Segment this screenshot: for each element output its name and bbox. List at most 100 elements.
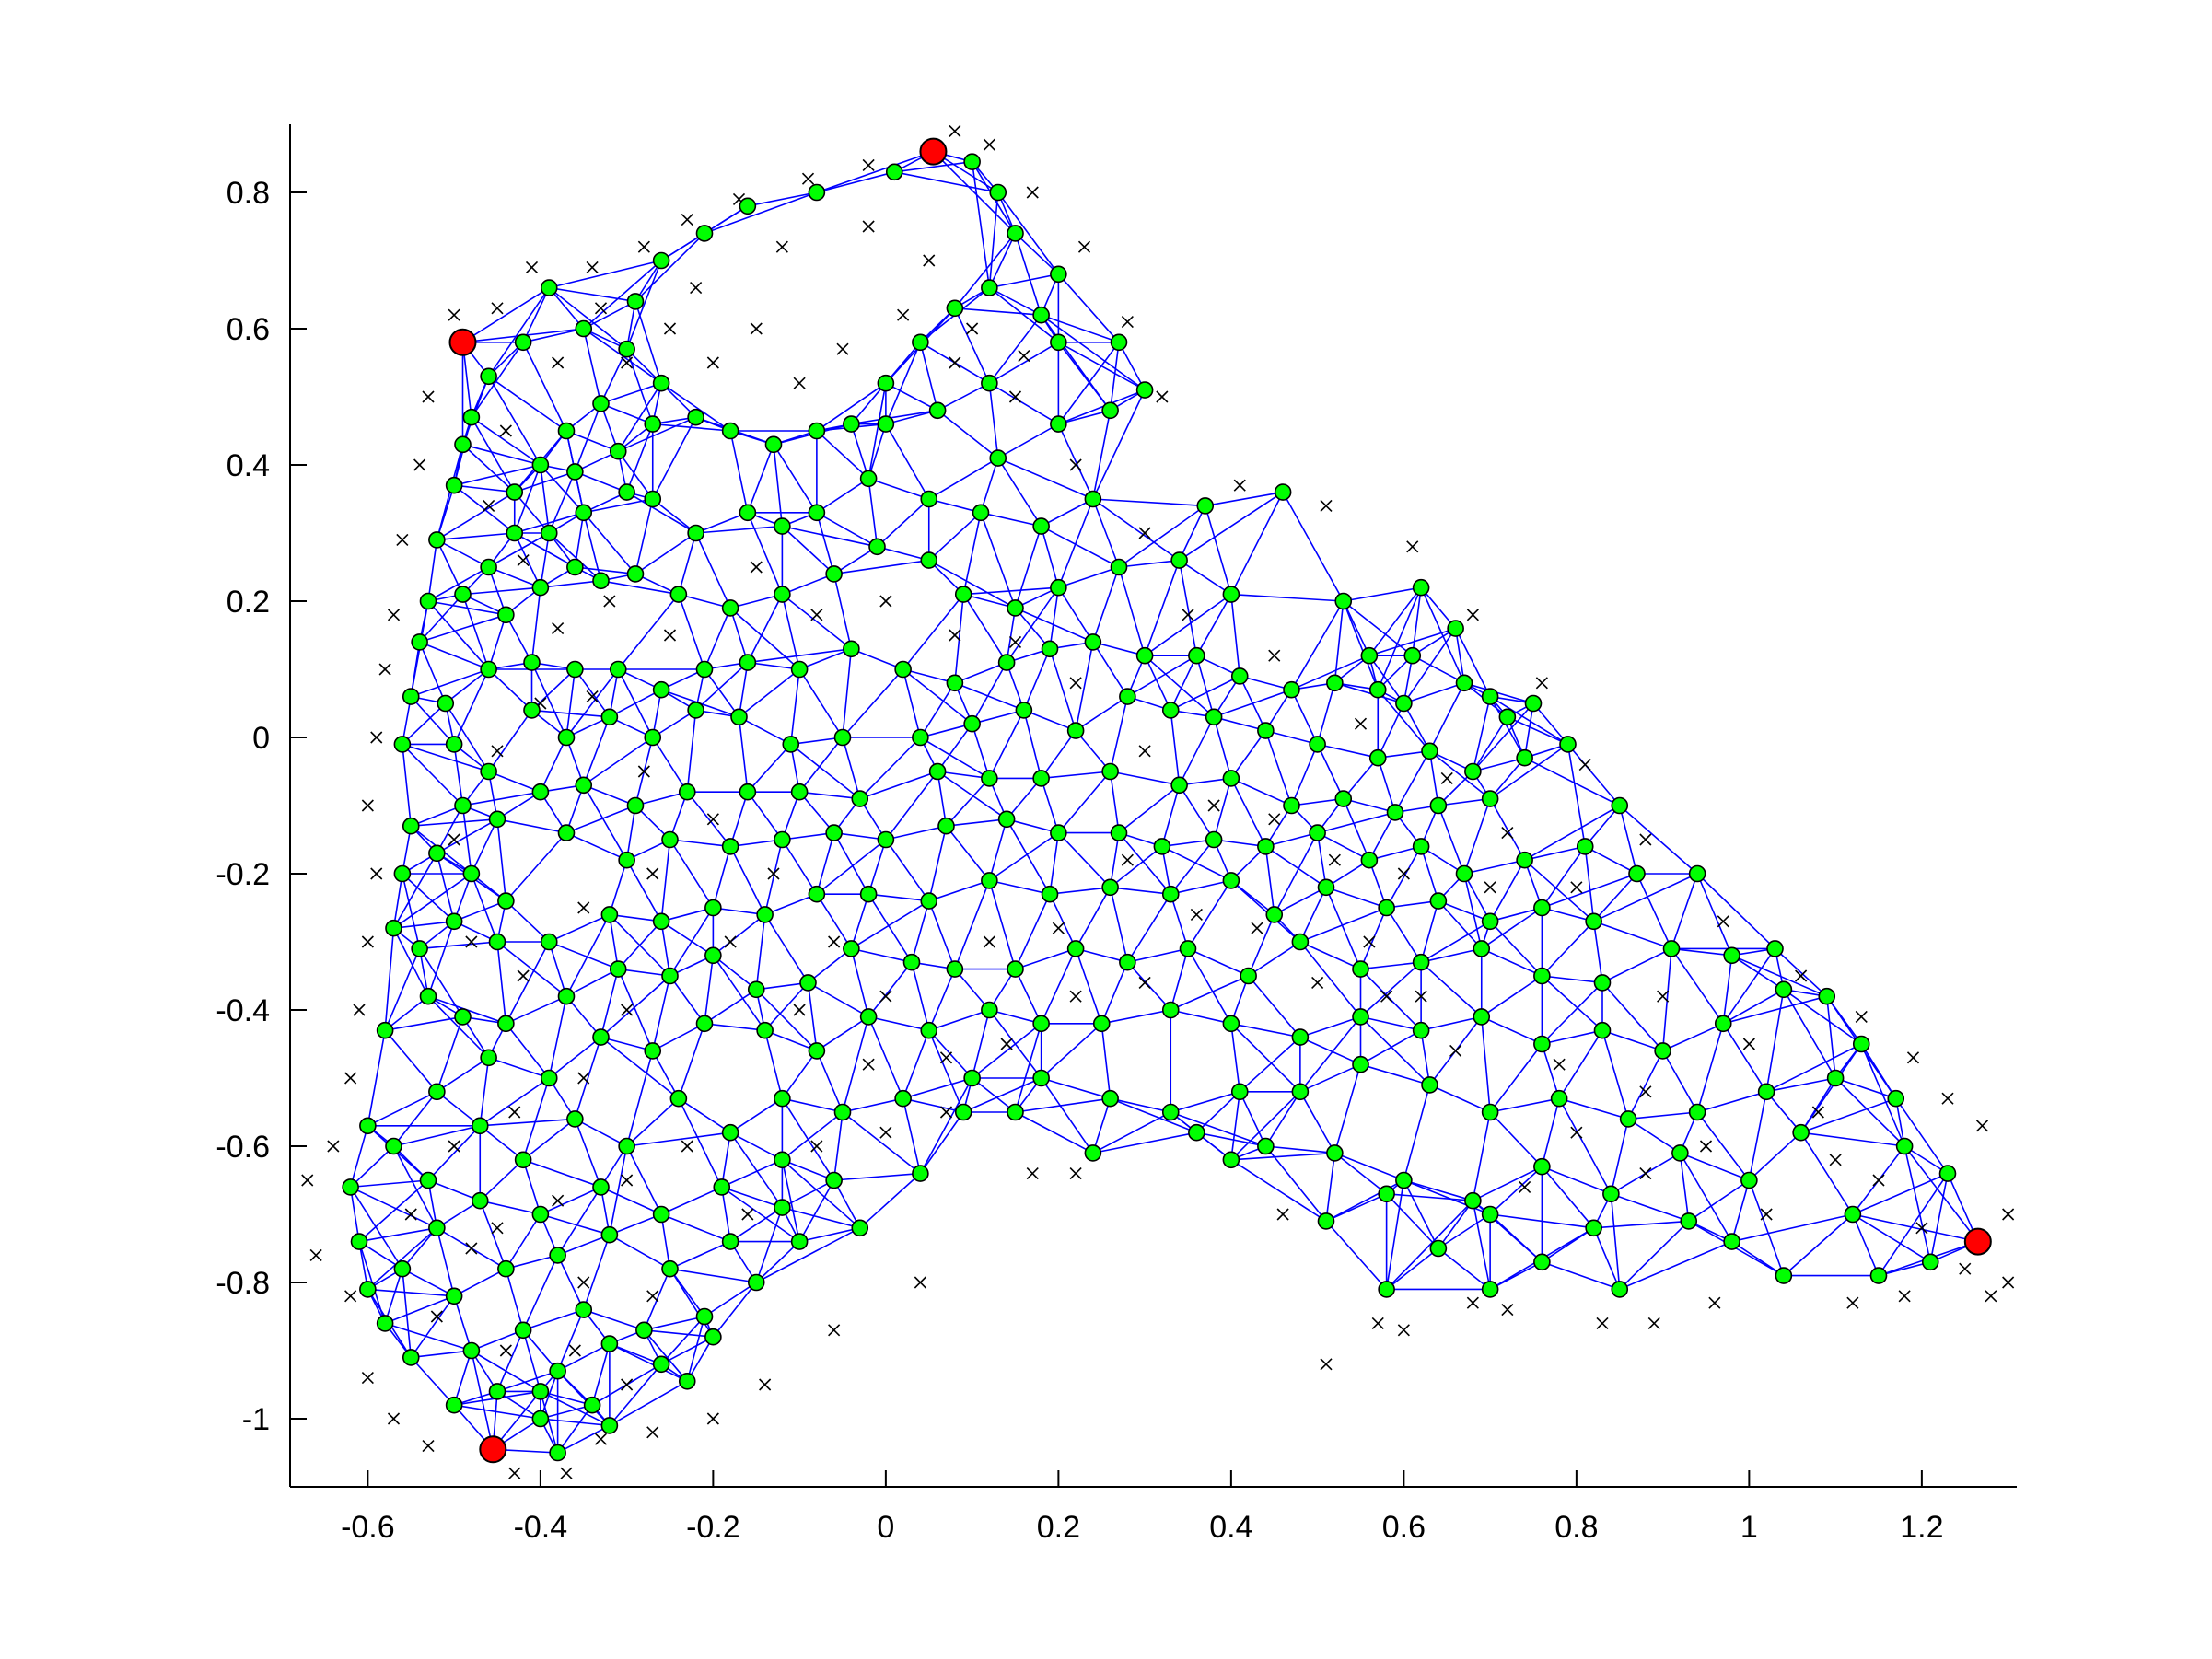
mesh-edge	[1170, 893, 1189, 949]
node-marker	[1317, 1212, 1335, 1230]
mesh-edge	[1265, 1145, 1335, 1154]
node-marker	[1662, 940, 1681, 957]
mesh-edge	[704, 1023, 765, 1031]
mesh-edge	[1170, 879, 1232, 895]
mesh-edge	[617, 450, 654, 500]
mesh-edge	[1049, 832, 1060, 895]
node-marker	[1222, 586, 1240, 603]
mesh-edge	[686, 710, 697, 793]
mesh-edge	[1463, 682, 1534, 704]
mesh-edge	[937, 382, 990, 412]
mesh-edge	[1403, 628, 1457, 704]
mesh-edge	[652, 1050, 680, 1099]
sample-marker	[1639, 1085, 1652, 1098]
node-marker	[721, 599, 739, 617]
mesh-edge	[885, 423, 930, 500]
mesh-edge	[1333, 600, 1345, 683]
mesh-edge	[1126, 893, 1171, 963]
node-marker	[1084, 1144, 1102, 1162]
node-marker	[859, 885, 878, 903]
node-marker	[566, 558, 584, 576]
mesh-edge	[583, 784, 636, 806]
mesh-edge	[1481, 947, 1543, 977]
node-marker	[1516, 851, 1533, 869]
mesh-edge	[574, 403, 602, 472]
sample-marker	[491, 745, 504, 758]
mesh-edge	[427, 1179, 481, 1201]
mesh-edge	[989, 1009, 1042, 1025]
mesh-edge	[1731, 1213, 1854, 1243]
node-marker	[1429, 1239, 1448, 1258]
sample-marker	[1519, 1180, 1531, 1193]
mesh-edge	[1463, 798, 1491, 875]
node-marker	[1066, 722, 1085, 739]
sample-marker	[1699, 1140, 1713, 1153]
node-marker	[928, 401, 947, 420]
mesh-edge	[488, 771, 541, 793]
mesh-edge	[902, 668, 956, 684]
node-marker	[678, 1373, 696, 1390]
mesh-edge	[427, 600, 490, 670]
node-marker	[963, 1069, 981, 1087]
mesh-edge	[842, 1016, 869, 1113]
mesh-edge	[600, 969, 620, 1038]
sample-marker	[767, 867, 780, 880]
mesh-edge	[1765, 1091, 1802, 1133]
mesh-edge	[1489, 1097, 1560, 1113]
mesh-edge	[557, 1234, 611, 1257]
mesh-edge	[1195, 1091, 1240, 1133]
mesh-edge	[1524, 757, 1621, 806]
mesh-edge	[436, 484, 455, 540]
sample-marker	[1190, 908, 1203, 921]
mesh-edge	[1723, 995, 1827, 1025]
sample-marker	[1320, 1358, 1333, 1371]
mesh-edge	[453, 668, 490, 745]
mesh-edge	[1601, 981, 1664, 1051]
mesh-edge	[1058, 566, 1120, 588]
node-marker	[480, 660, 497, 679]
mesh-edge	[488, 532, 550, 568]
node-marker	[531, 783, 550, 801]
sample-marker	[1829, 1154, 1842, 1166]
sample-marker	[759, 1378, 772, 1391]
node-marker	[1007, 225, 1024, 242]
sample-marker	[1647, 1317, 1660, 1329]
sample-marker	[1320, 499, 1333, 512]
mesh-edge	[618, 968, 670, 977]
node-marker	[600, 1417, 619, 1434]
mesh-edge	[427, 995, 490, 1059]
node-marker	[1161, 702, 1180, 719]
sample-marker	[1975, 1120, 1989, 1132]
mesh-edge	[1006, 586, 1060, 664]
node-marker	[1230, 1083, 1249, 1101]
mesh-edge	[1092, 389, 1146, 500]
node-marker	[480, 558, 497, 576]
node-marker	[1602, 1185, 1620, 1203]
sample-marker	[966, 322, 979, 335]
mesh-edge	[402, 702, 447, 745]
y-tick-label: -1	[242, 1402, 270, 1437]
mesh-edge	[1092, 566, 1120, 643]
mesh-edge	[427, 566, 490, 602]
mesh-edge	[833, 1172, 921, 1181]
mesh-edge	[755, 1227, 861, 1283]
mesh-edge	[540, 532, 551, 588]
mesh-edge	[462, 791, 541, 806]
node-marker	[531, 578, 550, 597]
sample-marker	[939, 1106, 953, 1119]
mesh-edge	[1386, 1247, 1439, 1291]
node-marker	[644, 1042, 662, 1060]
mesh-edge	[634, 532, 697, 575]
node-marker	[687, 524, 704, 542]
node-marker	[1585, 912, 1602, 931]
mesh-edge	[1178, 784, 1215, 841]
mesh-edge	[1473, 1166, 1543, 1201]
node-marker	[1352, 960, 1369, 978]
mesh-edge	[548, 913, 611, 943]
mesh-edge	[997, 457, 1094, 500]
mesh-edge	[436, 1057, 490, 1093]
mesh-edge	[928, 512, 982, 562]
node-marker	[833, 728, 852, 747]
node-marker	[1161, 885, 1180, 903]
mesh-edge	[540, 1390, 611, 1427]
